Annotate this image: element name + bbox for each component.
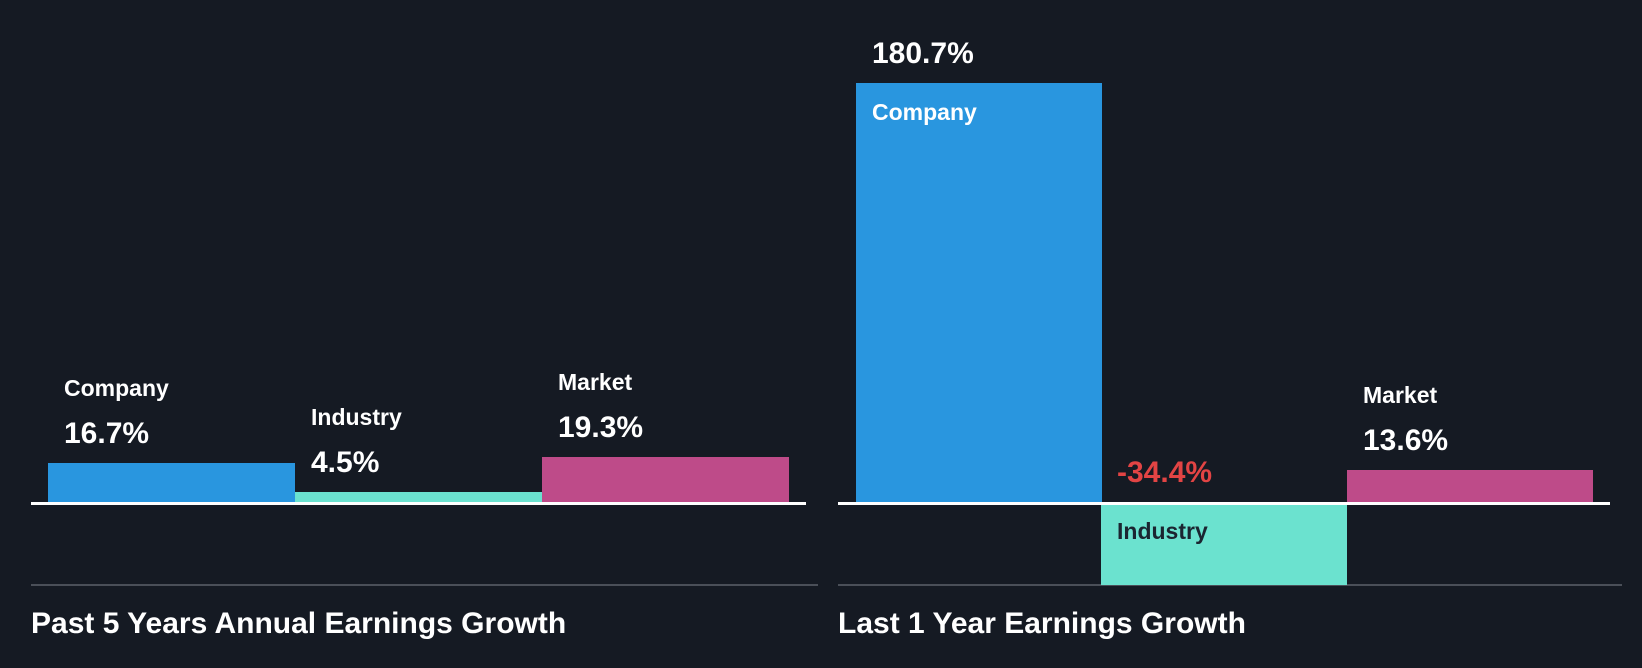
bar-company: [48, 463, 295, 502]
baseline-axis: [838, 502, 1610, 505]
bar-category-label: Company: [64, 375, 169, 401]
baseline-axis: [31, 502, 806, 505]
bar-value-label: 4.5%: [311, 446, 380, 479]
bar-category-label: Industry: [1117, 518, 1208, 544]
chart-title: Past 5 Years Annual Earnings Growth: [31, 607, 567, 640]
separator-line: [838, 584, 1622, 586]
bar-company: [856, 83, 1102, 502]
bar-category-label: Market: [1363, 382, 1438, 408]
bar-market: [542, 457, 789, 502]
bar-value-label: -34.4%: [1117, 456, 1213, 489]
bar-value-label: 19.3%: [558, 411, 644, 444]
bar-category-label: Industry: [311, 404, 402, 430]
bar-value-label: 16.7%: [64, 417, 150, 450]
chart-past-5-years-earnings-growth: Past 5 Years Annual Earnings Growth 16.7…: [31, 0, 818, 668]
chart-last-1-year-earnings-growth: Last 1 Year Earnings Growth 180.7% Compan…: [838, 0, 1622, 668]
bar-value-label: 180.7%: [872, 37, 974, 70]
bar-market: [1347, 470, 1593, 502]
separator-line: [31, 584, 818, 586]
bar-industry: [1101, 505, 1347, 585]
bar-category-label: Market: [558, 369, 633, 395]
bar-category-label: Company: [872, 99, 977, 125]
chart-title: Last 1 Year Earnings Growth: [838, 607, 1246, 640]
bar-value-label: 13.6%: [1363, 424, 1449, 457]
bar-industry: [295, 492, 542, 502]
